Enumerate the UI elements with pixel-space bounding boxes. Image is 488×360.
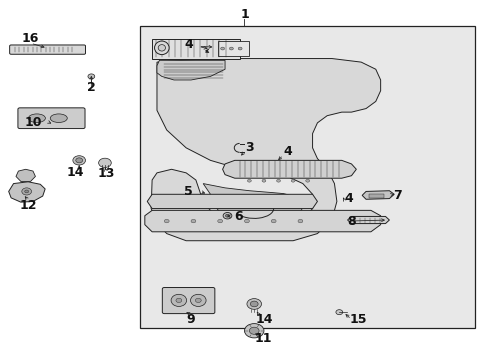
Text: 12: 12 bbox=[20, 198, 37, 212]
Bar bbox=[369, 194, 383, 198]
Polygon shape bbox=[147, 194, 317, 208]
Text: 6: 6 bbox=[234, 210, 243, 223]
Polygon shape bbox=[151, 59, 380, 241]
Circle shape bbox=[73, 156, 85, 165]
Circle shape bbox=[249, 327, 259, 334]
Circle shape bbox=[244, 324, 264, 338]
Text: 4: 4 bbox=[184, 38, 193, 51]
Circle shape bbox=[250, 301, 258, 307]
Circle shape bbox=[217, 219, 222, 223]
Circle shape bbox=[164, 219, 169, 223]
Text: 7: 7 bbox=[392, 189, 401, 202]
Ellipse shape bbox=[158, 45, 165, 51]
Circle shape bbox=[229, 47, 233, 50]
Circle shape bbox=[238, 47, 242, 50]
FancyBboxPatch shape bbox=[18, 108, 85, 129]
Text: 3: 3 bbox=[244, 141, 253, 154]
Circle shape bbox=[88, 74, 95, 79]
Circle shape bbox=[271, 219, 276, 223]
Circle shape bbox=[305, 179, 309, 182]
Circle shape bbox=[276, 179, 280, 182]
Circle shape bbox=[191, 219, 196, 223]
Polygon shape bbox=[144, 210, 380, 232]
Polygon shape bbox=[362, 191, 393, 199]
Bar bbox=[217, 41, 249, 56]
Polygon shape bbox=[157, 60, 224, 80]
Circle shape bbox=[176, 298, 182, 302]
Circle shape bbox=[297, 219, 302, 223]
Ellipse shape bbox=[154, 41, 169, 55]
FancyBboxPatch shape bbox=[162, 288, 214, 314]
Text: 16: 16 bbox=[22, 32, 39, 45]
Text: 4: 4 bbox=[344, 192, 353, 205]
Circle shape bbox=[99, 158, 111, 167]
Text: 15: 15 bbox=[349, 313, 367, 326]
Polygon shape bbox=[347, 216, 388, 224]
Circle shape bbox=[25, 190, 29, 193]
Bar bbox=[152, 39, 239, 59]
Circle shape bbox=[290, 179, 294, 182]
Text: 8: 8 bbox=[346, 215, 355, 228]
Text: 11: 11 bbox=[254, 333, 271, 346]
Ellipse shape bbox=[171, 294, 186, 306]
Circle shape bbox=[262, 179, 265, 182]
Circle shape bbox=[247, 179, 251, 182]
Circle shape bbox=[223, 212, 231, 219]
Circle shape bbox=[220, 47, 224, 50]
Text: 5: 5 bbox=[184, 185, 193, 198]
Circle shape bbox=[22, 188, 31, 195]
Text: 4: 4 bbox=[284, 145, 292, 158]
Polygon shape bbox=[9, 182, 45, 202]
Text: 2: 2 bbox=[87, 81, 96, 94]
Text: 14: 14 bbox=[67, 166, 84, 179]
Polygon shape bbox=[203, 184, 301, 226]
Polygon shape bbox=[222, 160, 356, 178]
Circle shape bbox=[225, 214, 229, 217]
FancyBboxPatch shape bbox=[10, 45, 85, 54]
Text: 13: 13 bbox=[97, 167, 114, 180]
Circle shape bbox=[335, 310, 342, 315]
Circle shape bbox=[244, 219, 249, 223]
Text: 10: 10 bbox=[24, 116, 41, 129]
Ellipse shape bbox=[28, 114, 45, 122]
Circle shape bbox=[195, 298, 201, 302]
Ellipse shape bbox=[190, 294, 205, 306]
Text: 1: 1 bbox=[240, 8, 248, 21]
Bar bbox=[140, 26, 474, 328]
Circle shape bbox=[246, 298, 261, 309]
Text: 9: 9 bbox=[186, 313, 195, 326]
Polygon shape bbox=[16, 169, 35, 181]
Circle shape bbox=[76, 158, 82, 163]
Text: 14: 14 bbox=[255, 313, 272, 326]
Ellipse shape bbox=[50, 114, 67, 122]
